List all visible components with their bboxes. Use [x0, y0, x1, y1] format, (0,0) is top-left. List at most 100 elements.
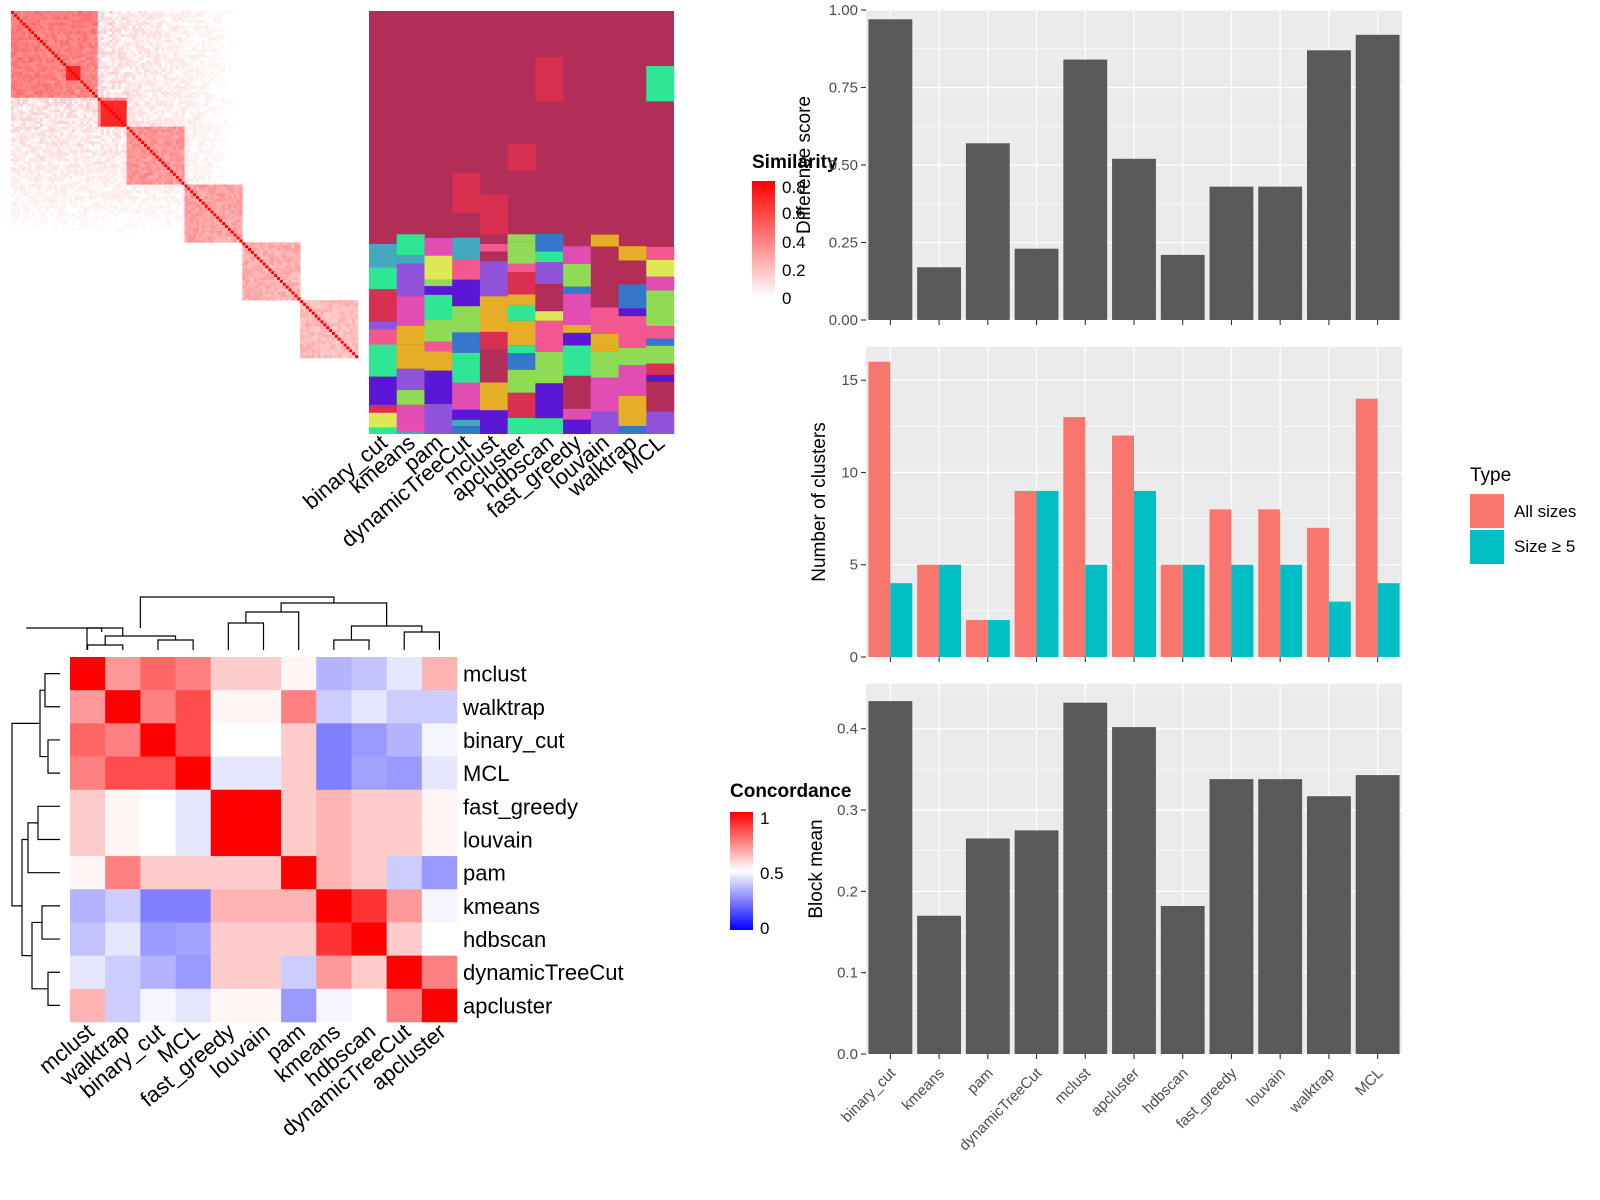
similarity-cell — [262, 277, 266, 281]
similarity-cell — [274, 248, 278, 252]
similarity-cell — [297, 285, 301, 289]
similarity-cell — [216, 224, 220, 229]
similarity-cell — [323, 300, 327, 304]
similarity-cell — [190, 181, 194, 185]
similarity-cell — [91, 77, 96, 81]
similarity-cell — [187, 25, 191, 29]
similarity-cell — [190, 86, 194, 90]
similarity-cell — [100, 138, 104, 142]
similarity-cell — [65, 11, 70, 15]
similarity-cell — [13, 106, 18, 110]
similarity-cell — [31, 132, 35, 136]
similarity-cell — [65, 164, 70, 168]
similarity-cell — [277, 279, 281, 284]
similarity-cell — [51, 184, 55, 188]
similarity-cell — [175, 123, 180, 127]
similarity-cell — [190, 19, 194, 23]
similarity-cell — [112, 37, 116, 41]
similarity-cell — [172, 91, 177, 96]
similarity-cell — [158, 144, 162, 148]
similarity-cell — [190, 230, 194, 234]
similarity-cell — [144, 126, 148, 130]
similarity-cell — [63, 71, 67, 75]
similarity-cell — [16, 31, 20, 35]
similarity-cell — [86, 109, 90, 113]
similarity-cell — [262, 268, 266, 272]
similarity-cell — [126, 48, 130, 52]
similarity-cell — [86, 54, 90, 58]
similarity-cell — [89, 170, 93, 174]
similarity-cell — [291, 259, 295, 263]
similarity-cell — [141, 54, 145, 58]
similarity-cell — [112, 28, 116, 32]
similarity-cell — [45, 89, 49, 93]
similarity-cell — [13, 115, 18, 119]
similarity-cell — [288, 248, 292, 252]
similarity-cell — [190, 71, 194, 75]
similarity-cell — [71, 77, 75, 81]
similarity-cell — [198, 149, 203, 153]
similarity-cell — [91, 28, 96, 32]
similarity-cell — [109, 146, 113, 151]
similarity-cell — [201, 210, 206, 214]
similarity-cell — [57, 89, 61, 93]
similarity-cell — [167, 89, 171, 93]
similarity-cell — [71, 31, 75, 35]
similarity-cell — [178, 13, 182, 18]
similarity-cell — [170, 181, 174, 185]
similarity-cell — [16, 109, 20, 113]
similarity-cell — [158, 65, 162, 70]
similarity-cell — [201, 170, 206, 174]
similarity-cell — [135, 181, 139, 185]
similarity-cell — [149, 161, 153, 165]
similarity-cell — [31, 13, 35, 18]
similarity-cell — [45, 193, 49, 197]
similarity-cell — [60, 77, 64, 81]
similarity-cell — [45, 57, 49, 61]
similarity-cell — [294, 251, 298, 255]
similarity-cell — [126, 16, 130, 20]
similarity-cell — [103, 144, 107, 148]
similarity-cell — [144, 175, 148, 180]
similarity-cell — [184, 94, 188, 99]
similarity-cell — [288, 245, 292, 249]
similarity-cell — [248, 277, 252, 281]
similarity-cell — [48, 60, 52, 64]
similarity-cell — [51, 83, 55, 87]
similarity-cell — [34, 51, 38, 55]
similarity-cell — [152, 144, 156, 148]
similarity-cell — [141, 152, 145, 156]
similarity-cell — [77, 74, 81, 78]
similarity-cell — [31, 115, 35, 119]
similarity-cell — [178, 117, 182, 122]
similarity-cell — [279, 242, 284, 246]
similarity-cell — [135, 141, 139, 145]
similarity-cell — [144, 77, 148, 81]
similarity-cell — [16, 48, 20, 52]
similarity-cell — [279, 274, 284, 278]
similarity-cell — [236, 187, 240, 191]
similarity-cell — [204, 155, 208, 159]
similarity-cell — [71, 74, 75, 78]
similarity-cell — [63, 11, 67, 15]
similarity-cell — [251, 259, 255, 263]
similarity-cell — [63, 28, 67, 32]
similarity-cell — [207, 187, 211, 191]
similarity-cell — [48, 25, 52, 29]
similarity-cell — [227, 210, 232, 214]
similarity-cell — [117, 172, 122, 177]
similarity-cell — [187, 149, 191, 153]
similarity-cell — [22, 77, 26, 81]
similarity-cell — [28, 57, 32, 61]
similarity-cell — [155, 83, 159, 87]
similarity-cell — [251, 277, 255, 281]
similarity-cell — [97, 117, 101, 122]
similarity-cell — [198, 28, 203, 32]
similarity-cell — [48, 57, 52, 61]
similarity-cell — [83, 54, 87, 58]
similarity-cell — [65, 126, 70, 130]
similarity-cell — [31, 42, 35, 46]
similarity-cell — [138, 158, 142, 162]
similarity-cell — [285, 251, 289, 255]
similarity-cell — [138, 34, 142, 38]
